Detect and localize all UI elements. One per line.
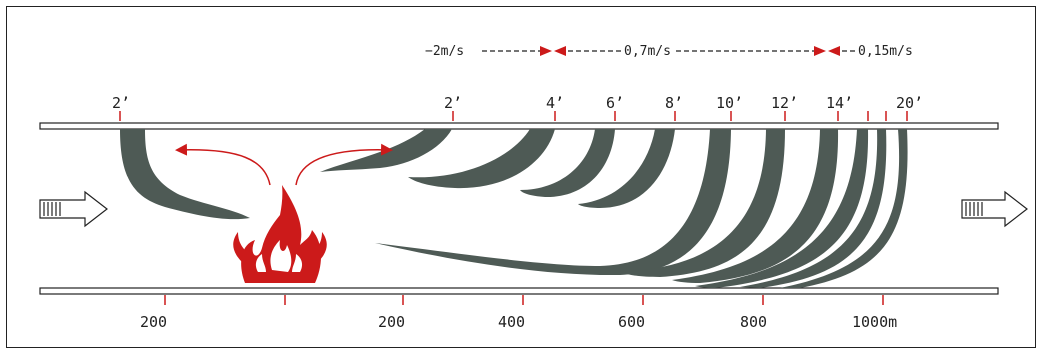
airflow-arrow-icon bbox=[961, 190, 1028, 228]
smoke-plume bbox=[740, 129, 887, 288]
speed-marker-right-1 bbox=[540, 46, 552, 56]
distance-label: 1000m bbox=[852, 313, 897, 331]
distance-label: 200 bbox=[378, 313, 405, 331]
time-labels: 2’ 2’ 4’ 6’ 8’ 10’ 12’ 14’ 20’ bbox=[112, 94, 923, 112]
time-label: 20’ bbox=[896, 94, 923, 112]
smoke-plume bbox=[780, 129, 908, 288]
time-label: 14’ bbox=[826, 94, 853, 112]
smoke-plume bbox=[672, 129, 839, 283]
speed-label-fast: −2m/s bbox=[425, 44, 464, 59]
speed-marker-left-1 bbox=[554, 46, 566, 56]
time-label: 8’ bbox=[665, 94, 683, 112]
smoke-plume bbox=[620, 129, 785, 277]
distance-label: 400 bbox=[498, 313, 525, 331]
distance-markers bbox=[164, 295, 884, 305]
time-markers bbox=[119, 111, 908, 121]
tunnel-floor bbox=[39, 287, 999, 295]
hot-gas-arrows bbox=[175, 143, 393, 186]
speed-marker-left-2 bbox=[828, 46, 840, 56]
time-label: 6’ bbox=[606, 94, 624, 112]
hot-gas-arrow-right bbox=[295, 143, 393, 186]
time-label: 4’ bbox=[546, 94, 564, 112]
speed-label-slow: 0,15m/s bbox=[858, 44, 913, 59]
tunnel-ceiling bbox=[39, 122, 999, 130]
smoke-plume bbox=[408, 129, 555, 189]
smoke-plume bbox=[120, 129, 250, 220]
speed-marker-right-2 bbox=[814, 46, 826, 56]
speed-scale: −2m/s 0,7m/s 0,15m/s bbox=[425, 44, 913, 59]
smoke-plume bbox=[695, 129, 869, 288]
smoke-plumes bbox=[120, 129, 908, 288]
distance-label: 800 bbox=[740, 313, 767, 331]
time-label: 2’ bbox=[112, 94, 130, 112]
diagram-frame bbox=[6, 6, 1036, 348]
distance-labels: 200 200 400 600 800 1000m bbox=[140, 313, 897, 331]
time-label: 10’ bbox=[716, 94, 743, 112]
distance-label: 200 bbox=[140, 313, 167, 331]
fire-core bbox=[255, 240, 303, 272]
time-label: 2’ bbox=[444, 94, 462, 112]
smoke-plume bbox=[520, 129, 615, 198]
hot-gas-arrow-left bbox=[175, 143, 271, 186]
distance-label: 600 bbox=[618, 313, 645, 331]
speed-label-medium: 0,7m/s bbox=[624, 44, 671, 59]
airflow-arrow-icon bbox=[39, 190, 108, 228]
smoke-plume bbox=[578, 129, 675, 208]
time-label: 12’ bbox=[771, 94, 798, 112]
